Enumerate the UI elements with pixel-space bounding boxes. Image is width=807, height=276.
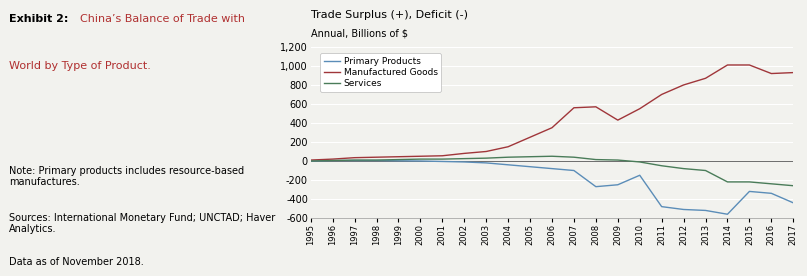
Services [504, 156, 513, 159]
Manufactured Goods [372, 156, 382, 159]
Text: World by Type of Product.: World by Type of Product. [9, 61, 151, 71]
Line: Services: Services [311, 156, 793, 186]
Manufactured Goods [416, 155, 425, 158]
Services [767, 182, 776, 185]
Primary Products [525, 165, 535, 168]
Text: Note: Primary products includes resource-based
manufactures.: Note: Primary products includes resource… [9, 166, 244, 187]
Manufactured Goods [722, 63, 732, 67]
Manufactured Goods [459, 152, 469, 155]
Primary Products [416, 159, 425, 163]
Primary Products [459, 160, 469, 164]
Manufactured Goods [591, 105, 600, 108]
Primary Products [328, 159, 337, 162]
Manufactured Goods [306, 158, 316, 162]
Manufactured Goods [525, 136, 535, 139]
Primary Products [657, 205, 667, 208]
Services [394, 158, 404, 161]
Text: Sources: International Monetary Fund; UNCTAD; Haver
Analytics.: Sources: International Monetary Fund; UN… [9, 213, 275, 234]
Manufactured Goods [657, 93, 667, 96]
Manufactured Goods [613, 118, 623, 122]
Services [437, 157, 447, 161]
Primary Products [613, 183, 623, 186]
Text: Exhibit 2:: Exhibit 2: [9, 14, 69, 24]
Primary Products [547, 167, 557, 170]
Services [788, 184, 798, 187]
Manufactured Goods [679, 83, 688, 87]
Services [547, 155, 557, 158]
Services [416, 157, 425, 161]
Services [481, 156, 491, 160]
Primary Products [306, 159, 316, 163]
Text: Trade Surplus (+), Deficit (-): Trade Surplus (+), Deficit (-) [311, 10, 468, 20]
Primary Products [504, 163, 513, 166]
Text: China’s Balance of Trade with: China’s Balance of Trade with [80, 14, 245, 24]
Primary Products [788, 201, 798, 205]
Text: Data as of November 2018.: Data as of November 2018. [9, 257, 144, 267]
Services [459, 157, 469, 160]
Services [700, 169, 710, 172]
Services [372, 158, 382, 162]
Services [591, 158, 600, 161]
Manufactured Goods [745, 63, 755, 67]
Primary Products [679, 208, 688, 211]
Legend: Primary Products, Manufactured Goods, Services: Primary Products, Manufactured Goods, Se… [320, 53, 441, 92]
Manufactured Goods [635, 107, 645, 110]
Manufactured Goods [700, 77, 710, 80]
Manufactured Goods [328, 157, 337, 161]
Services [349, 158, 359, 162]
Primary Products [767, 192, 776, 195]
Manufactured Goods [569, 106, 579, 109]
Primary Products [372, 159, 382, 162]
Primary Products [569, 169, 579, 172]
Manufactured Goods [788, 71, 798, 74]
Primary Products [635, 174, 645, 177]
Manufactured Goods [767, 72, 776, 75]
Primary Products [745, 190, 755, 193]
Services [525, 155, 535, 158]
Services [306, 159, 316, 163]
Primary Products [591, 185, 600, 188]
Services [635, 160, 645, 164]
Manufactured Goods [481, 150, 491, 153]
Manufactured Goods [394, 155, 404, 158]
Primary Products [481, 161, 491, 164]
Services [569, 156, 579, 159]
Primary Products [437, 160, 447, 163]
Services [679, 167, 688, 170]
Primary Products [722, 213, 732, 216]
Primary Products [349, 159, 359, 162]
Services [328, 159, 337, 162]
Manufactured Goods [349, 156, 359, 159]
Services [613, 158, 623, 162]
Services [657, 164, 667, 168]
Manufactured Goods [547, 126, 557, 129]
Primary Products [700, 209, 710, 212]
Manufactured Goods [504, 145, 513, 148]
Primary Products [394, 159, 404, 163]
Text: Annual, Billions of $: Annual, Billions of $ [311, 29, 408, 39]
Services [722, 180, 732, 184]
Services [745, 180, 755, 184]
Manufactured Goods [437, 154, 447, 157]
Line: Primary Products: Primary Products [311, 161, 793, 214]
Line: Manufactured Goods: Manufactured Goods [311, 65, 793, 160]
